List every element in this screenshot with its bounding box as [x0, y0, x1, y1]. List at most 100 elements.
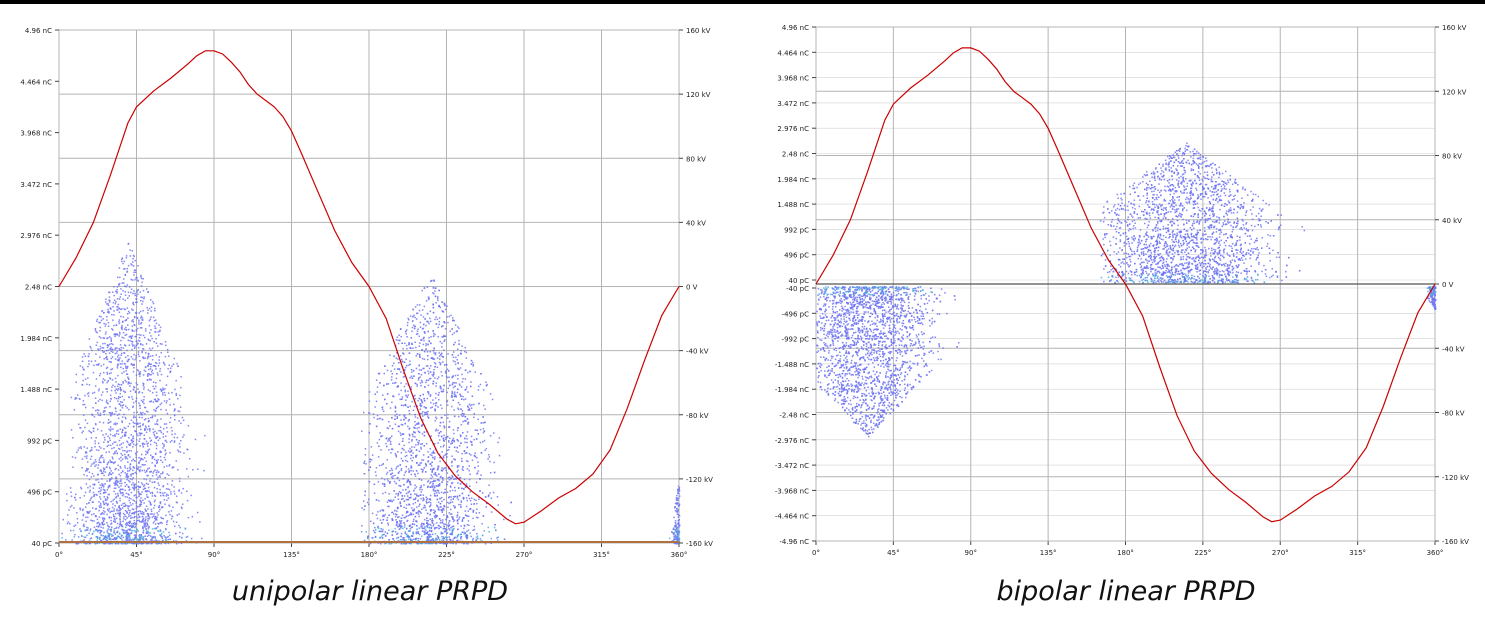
pd-point [452, 525, 455, 527]
pd-point [106, 529, 109, 532]
x-tick-label: 225° [438, 551, 455, 559]
pd-point [150, 363, 152, 365]
pd-point [123, 399, 125, 401]
pd-point [157, 374, 159, 376]
pd-point [132, 503, 134, 505]
pd-point [444, 505, 446, 508]
pd-point [140, 500, 142, 502]
pd-point [113, 423, 115, 425]
pd-point [433, 515, 436, 517]
x-tick-label: 45° [130, 551, 142, 559]
pd-point [154, 469, 156, 471]
pd-point [396, 413, 398, 416]
pd-point [158, 359, 160, 361]
pd-point [400, 423, 403, 426]
pd-point [125, 535, 128, 537]
pd-point [135, 523, 138, 525]
pd-point [414, 475, 417, 477]
pd-point [118, 360, 120, 362]
pd-point [163, 466, 165, 468]
pd-point [92, 407, 94, 409]
pd-point [411, 342, 413, 345]
pd-point [476, 508, 478, 510]
pd-point [374, 536, 377, 538]
pd-point [126, 450, 128, 452]
pd-point [124, 268, 126, 270]
pd-point [487, 458, 489, 460]
pd-point [150, 454, 152, 456]
pd-point [422, 459, 425, 461]
pd-point [177, 410, 179, 412]
pd-point [441, 346, 443, 348]
pd-point [388, 493, 390, 495]
pd-point [108, 312, 110, 314]
pd-point [72, 466, 74, 468]
pd-point [114, 385, 116, 388]
pd-point [161, 472, 164, 475]
pd-point [129, 255, 132, 257]
pd-point [437, 296, 439, 298]
pd-point [413, 446, 416, 448]
pd-point [430, 336, 432, 338]
pd-point [89, 450, 91, 452]
pd-point [102, 520, 105, 523]
pd-point [147, 526, 150, 528]
pd-point [87, 511, 89, 513]
pd-point [136, 383, 139, 386]
pd-point [120, 485, 122, 487]
pd-point [117, 383, 120, 385]
pd-point [142, 531, 144, 533]
pd-point [468, 469, 470, 472]
pd-point [441, 301, 443, 303]
pd-point [146, 443, 148, 445]
pd-point [75, 543, 78, 545]
pd-point [385, 467, 387, 469]
pd-point [101, 391, 104, 393]
pd-point [127, 317, 129, 319]
pd-point [114, 521, 116, 523]
pd-point [408, 428, 410, 430]
pd-point [115, 333, 117, 336]
pd-point [427, 485, 429, 487]
pd-point [102, 434, 104, 436]
pd-point [128, 489, 130, 491]
pd-point [139, 425, 141, 428]
pd-point [140, 276, 142, 278]
pd-point [88, 471, 91, 473]
pd-point [87, 377, 89, 379]
pd-point [426, 497, 429, 500]
pd-point [147, 373, 149, 375]
pd-point [119, 497, 121, 500]
pd-point [404, 366, 407, 369]
pd-point [151, 539, 153, 542]
pd-point [402, 497, 404, 500]
pd-point [428, 340, 430, 342]
pd-point [128, 511, 131, 514]
pd-point [103, 407, 106, 409]
pd-point [397, 430, 400, 433]
pd-point [430, 530, 433, 533]
pd-point [471, 395, 474, 397]
pd-point [147, 474, 149, 477]
pd-point [388, 439, 391, 442]
pd-point [123, 516, 125, 518]
pd-point [125, 536, 127, 538]
pd-point [433, 527, 436, 529]
y-right-tick-label: -120 kV [686, 476, 713, 484]
pd-point [441, 500, 443, 503]
pd-point [138, 542, 141, 545]
pd-point [384, 365, 386, 367]
pd-point [462, 469, 464, 471]
pd-point [382, 515, 384, 518]
pd-point [119, 405, 122, 407]
pd-point [478, 512, 481, 514]
pd-point [98, 363, 100, 365]
pd-point [119, 392, 121, 395]
pd-point [108, 516, 110, 518]
pd-point [75, 373, 78, 376]
pd-point [402, 438, 404, 440]
pd-point [427, 410, 429, 413]
pd-point [478, 402, 480, 405]
pd-point [446, 456, 448, 458]
pd-point [190, 537, 193, 540]
